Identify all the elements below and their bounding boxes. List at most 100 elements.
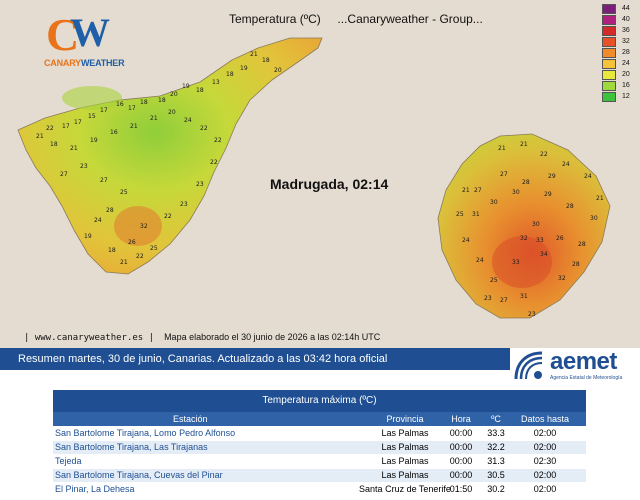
station-temp-value: 21 — [462, 187, 470, 194]
station-temp-value: 17 — [100, 107, 108, 114]
station-temp-value: 29 — [544, 191, 552, 198]
station-temp-value: 24 — [476, 257, 484, 264]
station-temp-value: 28 — [572, 261, 580, 268]
station-temp-value: 34 — [540, 251, 548, 258]
map-footer: | www.canaryweather.es | Mapa elaborado … — [24, 332, 380, 343]
station-temp-value: 22 — [210, 159, 218, 166]
station-temp-value: 17 — [128, 105, 136, 112]
station-temp-value: 21 — [36, 133, 44, 140]
station-link[interactable]: Tejeda — [55, 456, 82, 466]
gran-canaria-island — [437, 133, 611, 319]
station-link[interactable]: San Bartolome Tirajana, Lomo Pedro Alfon… — [55, 428, 236, 438]
max-temperature-table: Temperatura máxima (ºC) Estación Provinc… — [53, 390, 586, 496]
temp-cell: 31.3 — [487, 456, 505, 466]
station-temp-value: 22 — [214, 137, 222, 144]
header-provincia[interactable]: Provincia — [386, 414, 424, 424]
station-temp-value: 26 — [556, 235, 564, 242]
tenerife-station-values: 2118191820131819201818171617151717222118… — [36, 51, 282, 266]
logo-word-canary: CANARY — [44, 58, 81, 68]
station-temp-value: 22 — [136, 253, 144, 260]
tenerife-island — [17, 37, 323, 275]
station-temp-value: 24 — [584, 173, 592, 180]
table-row: San Bartolome Tirajana, Cuevas del Pinar… — [53, 468, 586, 482]
station-temp-value: 13 — [212, 79, 220, 86]
header-hora[interactable]: Hora — [451, 414, 471, 424]
legend-swatch — [602, 15, 616, 25]
footer-note: Mapa elaborado el 30 junio de 2026 a las… — [164, 332, 381, 342]
table-row: Tejeda Las Palmas 00:00 31.3 02:30 — [53, 454, 586, 468]
station-temp-value: 26 — [128, 239, 136, 246]
tenerife-south-hotspot — [114, 206, 162, 246]
station-temp-value: 24 — [562, 161, 570, 168]
station-temp-value: 32 — [558, 275, 566, 282]
table-header-row: Estación Provincia Hora ºC Datos hasta — [53, 412, 586, 426]
station-temp-value: 21 — [596, 195, 604, 202]
station-temp-value: 16 — [116, 101, 124, 108]
station-temp-value: 27 — [500, 171, 508, 178]
map-time-label: Madrugada, 02:14 — [270, 176, 389, 192]
station-temp-value: 33 — [536, 237, 544, 244]
station-temp-value: 20 — [168, 109, 176, 116]
station-temp-value: 15 — [88, 113, 96, 120]
legend-swatch — [602, 92, 616, 102]
station-temp-value: 22 — [46, 125, 54, 132]
legend-swatch — [602, 48, 616, 58]
station-temp-value: 28 — [522, 179, 530, 186]
table-title: Temperatura máxima (ºC) — [53, 390, 586, 412]
station-temp-value: 28 — [578, 241, 586, 248]
header-estacion[interactable]: Estación — [173, 414, 208, 424]
aemet-agency-name: Agencia Estatal de Meteorología — [550, 375, 623, 381]
station-temp-value: 19 — [90, 137, 98, 144]
hour-cell: 01:50 — [449, 484, 473, 494]
hour-cell: 00:00 — [449, 470, 473, 480]
station-temp-value: 20 — [170, 91, 178, 98]
station-temp-value: 32 — [520, 235, 528, 242]
gran-canaria-south-hotspot — [492, 236, 552, 288]
temperature-map: 21 18 19 18 20 13 18 19 20 18 18 17 16 17 15 17 17 22 21 18… — [0, 0, 640, 348]
aemet-emblem-icon — [514, 351, 543, 380]
footer-url[interactable]: | www.canaryweather.es | — [24, 333, 155, 343]
data-until-cell: 02:00 — [533, 442, 557, 452]
station-temp-value: 21 — [520, 141, 528, 148]
hour-cell: 00:00 — [449, 442, 473, 452]
aemet-logo: aemet Agencia Estatal de Meteorología — [512, 348, 640, 385]
station-temp-value: 18 — [50, 141, 58, 148]
data-until-cell: 02:30 — [533, 456, 557, 466]
legend-label: 28 — [622, 49, 630, 56]
station-temp-value: 18 — [226, 71, 234, 78]
legend-swatch — [602, 37, 616, 47]
canaryweather-logo: C W CANARYWEATHER — [44, 6, 125, 72]
temp-cell: 33.3 — [487, 428, 505, 438]
station-temp-value: 32 — [140, 223, 148, 230]
station-temp-value: 20 — [274, 67, 282, 74]
station-link[interactable]: San Bartolome Tirajana, Las Tirajanas — [55, 442, 208, 452]
station-temp-value: 18 — [140, 99, 148, 106]
station-temp-value: 28 — [106, 207, 114, 214]
station-temp-value: 19 — [182, 83, 190, 90]
legend-swatch — [602, 70, 616, 80]
station-temp-value: 22 — [200, 125, 208, 132]
header-datos[interactable]: Datos hasta — [520, 414, 570, 424]
map-title: Temperatura (ºC) ...Canaryweather - Grou… — [229, 12, 483, 26]
station-temp-value: 19 — [240, 65, 248, 72]
station-temp-value: 27 — [60, 171, 68, 178]
data-until-cell: 02:00 — [533, 484, 557, 494]
station-temp-value: 22 — [540, 151, 548, 158]
station-temp-value: 21 — [130, 123, 138, 130]
station-temp-value: 21 — [70, 145, 78, 152]
station-temp-value: 23 — [196, 181, 204, 188]
station-temp-value: 23 — [484, 295, 492, 302]
table-row: San Bartolome Tirajana, Lomo Pedro Alfon… — [53, 426, 586, 440]
station-link[interactable]: El Pinar, La Dehesa — [55, 484, 135, 494]
station-temp-value: 25 — [120, 189, 128, 196]
province-cell: Santa Cruz de Tenerife — [359, 484, 451, 494]
legend-label: 36 — [622, 27, 630, 34]
legend-swatch — [602, 26, 616, 36]
logo-wordmark: CANARYWEATHER — [44, 58, 125, 68]
station-link[interactable]: San Bartolome Tirajana, Cuevas del Pinar — [55, 470, 223, 480]
header-valor[interactable]: ºC — [491, 414, 501, 424]
temp-cell: 30.2 — [487, 484, 505, 494]
temp-cell: 32.2 — [487, 442, 505, 452]
logo-word-weather: WEATHER — [80, 58, 125, 68]
